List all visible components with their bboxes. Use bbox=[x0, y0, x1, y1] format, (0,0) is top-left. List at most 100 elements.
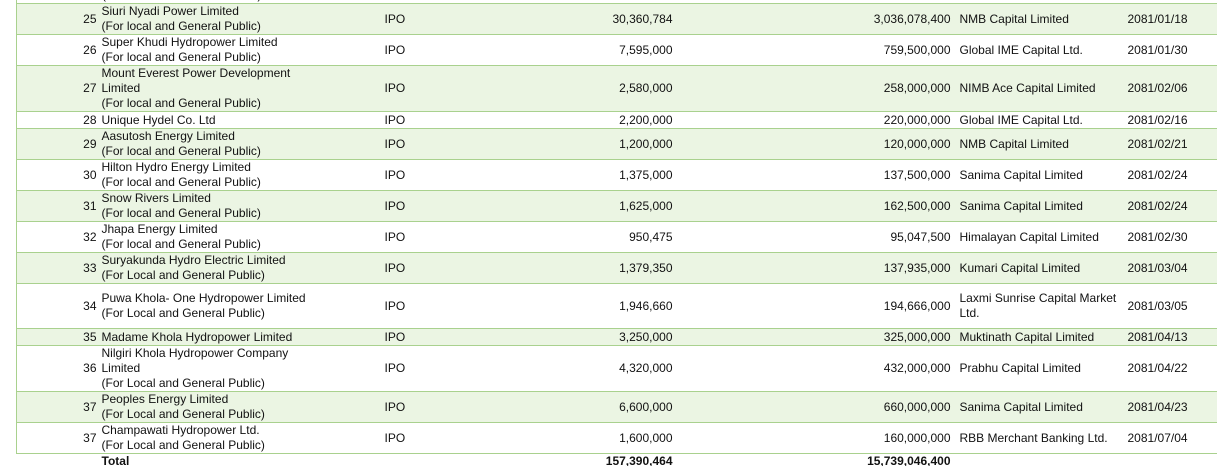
company-name-line: (For Local and General Public) bbox=[101, 407, 265, 421]
units: 6,600,000 bbox=[480, 391, 677, 423]
company-name: Suryakunda Hydro Electric Limited (For Lo… bbox=[99, 252, 381, 284]
amount: 137,500,000 bbox=[676, 159, 955, 191]
issue-manager: Sanima Capital Limited bbox=[954, 391, 1123, 423]
cell bbox=[1122, 453, 1217, 466]
date: 2081/02/24 bbox=[1122, 159, 1217, 191]
amount: 95,047,500 bbox=[676, 221, 955, 253]
units: 30,360,784 bbox=[480, 3, 677, 35]
date: 2081/02/24 bbox=[1122, 190, 1217, 222]
row-number: 29 bbox=[16, 128, 100, 160]
company-name-line: (For local and General Public) bbox=[101, 50, 261, 64]
issue-type: IPO bbox=[380, 34, 481, 66]
company-name: Peoples Energy Limited (For Local and Gen… bbox=[99, 391, 381, 423]
issue-manager: NMB Capital Limited bbox=[954, 3, 1123, 35]
date: 2081/01/30 bbox=[1122, 34, 1217, 66]
cell bbox=[954, 453, 1123, 466]
table-row: 32 Jhapa Energy Limited (For local and Gen… bbox=[16, 221, 1217, 253]
amount: 160,000,000 bbox=[676, 422, 955, 454]
issue-manager: NMB Capital Limited bbox=[954, 128, 1123, 160]
amount: 432,000,000 bbox=[676, 345, 955, 392]
table-row: 34 Puwa Khola- One Hydropower Limited (For… bbox=[16, 283, 1217, 329]
issue-manager: Sanima Capital Limited bbox=[954, 159, 1123, 191]
company-name-line: (For local and General Public) bbox=[101, 96, 261, 110]
amount: 325,000,000 bbox=[676, 328, 955, 346]
issue-manager: Laxmi Sunrise Capital Market Ltd. bbox=[954, 283, 1123, 329]
date: 2081/02/30 bbox=[1122, 221, 1217, 253]
date: 2081/01/18 bbox=[1122, 3, 1217, 35]
units: 4,320,000 bbox=[480, 345, 677, 392]
row-number: 31 bbox=[16, 190, 100, 222]
row-number: 32 bbox=[16, 221, 100, 253]
table-row: 28 Unique Hydel Co. Ltd IPO 2,200,000 220,00… bbox=[16, 111, 1217, 129]
company-name-line: Siuri Nyadi Power Limited bbox=[101, 4, 239, 18]
amount: 660,000,000 bbox=[676, 391, 955, 423]
date: 2081/02/21 bbox=[1122, 128, 1217, 160]
company-name-line: Unique Hydel Co. Ltd bbox=[101, 112, 216, 127]
issue-type: IPO bbox=[380, 221, 481, 253]
issue-type: IPO bbox=[380, 345, 481, 392]
issue-type: IPO bbox=[380, 391, 481, 423]
company-name-line: Madame Khola Hydropower Limited bbox=[101, 329, 293, 344]
table-row: 29 Aasutosh Energy Limited (For local and … bbox=[16, 128, 1217, 160]
company-name: Super Khudi Hydropower Limited (For local… bbox=[99, 34, 381, 66]
units: 7,595,000 bbox=[480, 34, 677, 66]
company-name-line: Champawati Hydropower Ltd. bbox=[101, 423, 260, 437]
row-number: 25 bbox=[16, 3, 100, 35]
table-row: 36 Nilgiri Khola Hydropower Company Limite… bbox=[16, 345, 1217, 392]
company-name: Siuri Nyadi Power Limited (For local and … bbox=[99, 3, 381, 35]
units: 1,600,000 bbox=[480, 422, 677, 454]
issue-type: IPO bbox=[380, 283, 481, 329]
units: 1,946,660 bbox=[480, 283, 677, 329]
issue-manager: RBB Merchant Banking Ltd. bbox=[954, 422, 1123, 454]
total-units: 157,390,464 bbox=[480, 453, 677, 466]
table-row: 26 Super Khudi Hydropower Limited (For loc… bbox=[16, 34, 1217, 66]
row-number: 34 bbox=[16, 283, 100, 329]
units: 950,475 bbox=[480, 221, 677, 253]
row-name-line: (For local and General Public) bbox=[102, 0, 1217, 3]
company-name: Nilgiri Khola Hydropower Company Limited(… bbox=[99, 345, 381, 392]
units: 2,200,000 bbox=[480, 111, 677, 129]
table-row: 31 Snow Rivers Limited (For local and Gene… bbox=[16, 190, 1217, 222]
company-name: Mount Everest Power Development Limited (F… bbox=[99, 65, 381, 112]
table-row: 33 Suryakunda Hydro Electric Limited (For … bbox=[16, 252, 1217, 284]
company-name-line: (For Local and General Public) bbox=[101, 438, 265, 452]
amount: 258,000,000 bbox=[676, 65, 955, 112]
amount: 137,935,000 bbox=[676, 252, 955, 284]
amount: 759,500,000 bbox=[676, 34, 955, 66]
amount: 3,036,078,400 bbox=[676, 3, 955, 35]
issue-manager: Sanima Capital Limited bbox=[954, 190, 1123, 222]
company-name: Aasutosh Energy Limited (For local and Ge… bbox=[99, 128, 381, 160]
issue-manager: Global IME Capital Ltd. bbox=[954, 111, 1123, 129]
table-row: 30 Hilton Hydro Energy Limited (For local … bbox=[16, 159, 1217, 191]
company-name: Unique Hydel Co. Ltd bbox=[99, 111, 381, 129]
row-number: 37 bbox=[16, 422, 100, 454]
company-name: Hilton Hydro Energy Limited (For local an… bbox=[99, 159, 381, 191]
amount: 220,000,000 bbox=[676, 111, 955, 129]
table-row: 25 Siuri Nyadi Power Limited (For local an… bbox=[16, 3, 1217, 35]
amount: 120,000,000 bbox=[676, 128, 955, 160]
cell: (For local and General Public) bbox=[15, 0, 1217, 4]
company-name-line: (For Local and General Public) bbox=[101, 268, 265, 282]
total-row: Total 157,390,464 15,739,046,400 bbox=[16, 453, 1217, 466]
row-number: 28 bbox=[16, 111, 100, 129]
company-name: Madame Khola Hydropower Limited bbox=[99, 328, 381, 346]
issue-type: IPO bbox=[380, 252, 481, 284]
row-number: 36 bbox=[16, 345, 100, 392]
amount: 162,500,000 bbox=[676, 190, 955, 222]
date: 2081/02/16 bbox=[1122, 111, 1217, 129]
issue-type: IPO bbox=[380, 422, 481, 454]
issue-type: IPO bbox=[380, 328, 481, 346]
date: 2081/04/13 bbox=[1122, 328, 1217, 346]
company-name-line: (For Local and General Public) bbox=[101, 306, 265, 320]
units: 2,580,000 bbox=[480, 65, 677, 112]
units: 1,200,000 bbox=[480, 128, 677, 160]
row-number: 37 bbox=[16, 391, 100, 423]
row-number: 27 bbox=[16, 65, 100, 112]
company-name: Snow Rivers Limited (For local and Genera… bbox=[99, 190, 381, 222]
issue-manager: Global IME Capital Ltd. bbox=[954, 34, 1123, 66]
table-row: 37 Peoples Energy Limited (For Local and G… bbox=[16, 391, 1217, 423]
cell bbox=[16, 453, 100, 466]
issue-type: IPO bbox=[380, 190, 481, 222]
